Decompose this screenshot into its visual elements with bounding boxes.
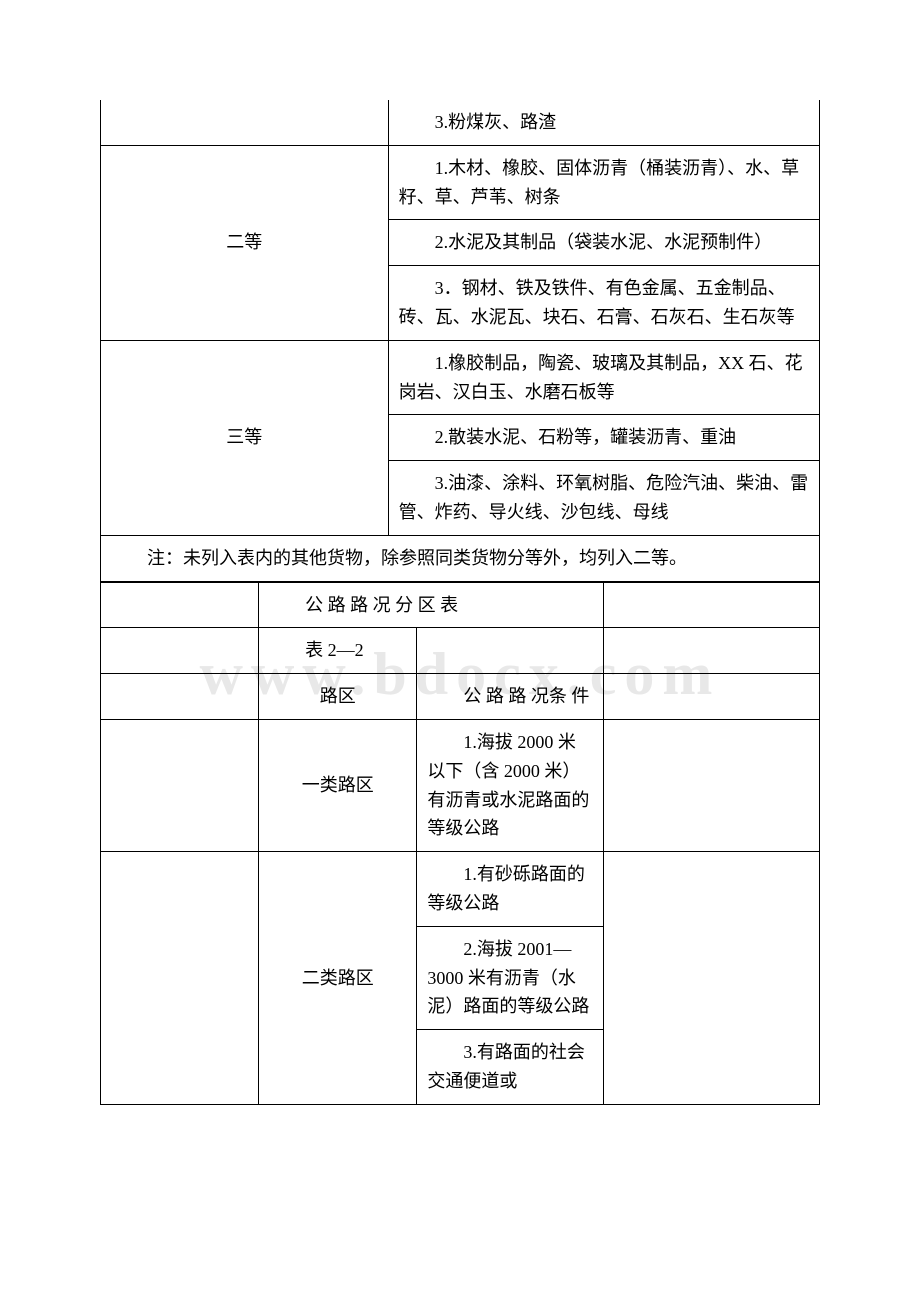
item-text: 3.粉煤灰、路渣 bbox=[399, 108, 809, 137]
item-cell: 3.油漆、涂料、环氧树脂、危险汽油、柴油、雷管、炸药、导火线、沙包线、母线 bbox=[388, 461, 819, 536]
condition-text: 1.海拔 2000 米以下（含 2000 米）有沥青或水泥路面的等级公路 bbox=[427, 728, 593, 843]
grade-cell: 二等 bbox=[101, 145, 389, 340]
empty-cell bbox=[417, 628, 604, 674]
item-text: 1.橡胶制品，陶瓷、玻璃及其制品，XX 石、花岗岩、汉白玉、水磨石板等 bbox=[399, 349, 809, 407]
item-cell: 3.粉煤灰、路渣 bbox=[388, 100, 819, 145]
table-subtitle: 表 2—2 bbox=[269, 636, 406, 665]
condition-cell: 3.有路面的社会交通便道或 bbox=[417, 1030, 604, 1105]
header-row: 路区 公 路 路 况条 件 bbox=[101, 674, 820, 720]
item-text: 1.木材、橡胶、固体沥青（桶装沥青）、水、草籽、草、芦苇、树条 bbox=[399, 154, 809, 212]
item-cell: 1.木材、橡胶、固体沥青（桶装沥青）、水、草籽、草、芦苇、树条 bbox=[388, 145, 819, 220]
empty-cell bbox=[604, 719, 820, 851]
zone-text: 二类路区 bbox=[302, 968, 374, 988]
grade-cell bbox=[101, 100, 389, 145]
header-text: 路区 bbox=[320, 686, 356, 706]
zone-text: 一类路区 bbox=[302, 775, 374, 795]
zone-cell: 一类路区 bbox=[259, 719, 417, 851]
item-text: 3.油漆、涂料、环氧树脂、危险汽油、柴油、雷管、炸药、导火线、沙包线、母线 bbox=[399, 469, 809, 527]
item-cell: 2.水泥及其制品（袋装水泥、水泥预制件） bbox=[388, 220, 819, 266]
item-cell: 3．钢材、铁及铁件、有色金属、五金制品、砖、瓦、水泥瓦、块石、石膏、石灰石、生石… bbox=[388, 266, 819, 341]
condition-text: 1.有砂砾路面的等级公路 bbox=[427, 860, 593, 918]
empty-cell bbox=[101, 719, 259, 851]
item-text: 3．钢材、铁及铁件、有色金属、五金制品、砖、瓦、水泥瓦、块石、石膏、石灰石、生石… bbox=[399, 274, 809, 332]
item-cell: 2.散装水泥、石粉等，罐装沥青、重油 bbox=[388, 415, 819, 461]
road-zone-table: 公 路 路 况 分 区 表 表 2—2 路区 公 路 路 况条 件 一类路区 1… bbox=[100, 582, 820, 1105]
note-text: 注：未列入表内的其他货物，除参照同类货物分等外，均列入二等。 bbox=[111, 544, 809, 573]
condition-text: 3.有路面的社会交通便道或 bbox=[427, 1038, 593, 1096]
grade-cell: 三等 bbox=[101, 340, 389, 535]
table-row: 一类路区 1.海拔 2000 米以下（含 2000 米）有沥青或水泥路面的等级公… bbox=[101, 719, 820, 851]
empty-cell bbox=[101, 674, 259, 720]
empty-cell bbox=[604, 674, 820, 720]
note-cell: 注：未列入表内的其他货物，除参照同类货物分等外，均列入二等。 bbox=[101, 535, 820, 581]
subtitle-cell: 表 2—2 bbox=[259, 628, 417, 674]
item-text: 2.水泥及其制品（袋装水泥、水泥预制件） bbox=[399, 228, 809, 257]
grade-text: 三等 bbox=[226, 427, 262, 447]
header-cell: 公 路 路 况条 件 bbox=[417, 674, 604, 720]
header-text: 公 路 路 况条 件 bbox=[427, 682, 593, 711]
grade-text: 二等 bbox=[226, 232, 262, 252]
title-row: 公 路 路 况 分 区 表 bbox=[101, 582, 820, 628]
goods-classification-table: 3.粉煤灰、路渣 二等 1.木材、橡胶、固体沥青（桶装沥青）、水、草籽、草、芦苇… bbox=[100, 100, 820, 582]
condition-text: 2.海拔 2001—3000 米有沥青（水泥）路面的等级公路 bbox=[427, 935, 593, 1021]
condition-cell: 1.有砂砾路面的等级公路 bbox=[417, 852, 604, 927]
header-cell: 路区 bbox=[259, 674, 417, 720]
empty-cell bbox=[101, 582, 259, 628]
table-row: 二等 1.木材、橡胶、固体沥青（桶装沥青）、水、草籽、草、芦苇、树条 bbox=[101, 145, 820, 220]
title-cell: 公 路 路 况 分 区 表 bbox=[259, 582, 604, 628]
table-row: 二类路区 1.有砂砾路面的等级公路 bbox=[101, 852, 820, 927]
table-row: 3.粉煤灰、路渣 bbox=[101, 100, 820, 145]
note-row: 注：未列入表内的其他货物，除参照同类货物分等外，均列入二等。 bbox=[101, 535, 820, 581]
condition-cell: 2.海拔 2001—3000 米有沥青（水泥）路面的等级公路 bbox=[417, 926, 604, 1029]
table-row: 三等 1.橡胶制品，陶瓷、玻璃及其制品，XX 石、花岗岩、汉白玉、水磨石板等 bbox=[101, 340, 820, 415]
zone-cell: 二类路区 bbox=[259, 852, 417, 1105]
table-title: 公 路 路 况 分 区 表 bbox=[269, 591, 593, 620]
empty-cell bbox=[604, 582, 820, 628]
empty-cell bbox=[604, 628, 820, 674]
item-text: 2.散装水泥、石粉等，罐装沥青、重油 bbox=[399, 423, 809, 452]
subtitle-row: 表 2—2 bbox=[101, 628, 820, 674]
condition-cell: 1.海拔 2000 米以下（含 2000 米）有沥青或水泥路面的等级公路 bbox=[417, 719, 604, 851]
empty-cell bbox=[604, 852, 820, 1105]
empty-cell bbox=[101, 852, 259, 1105]
empty-cell bbox=[101, 628, 259, 674]
item-cell: 1.橡胶制品，陶瓷、玻璃及其制品，XX 石、花岗岩、汉白玉、水磨石板等 bbox=[388, 340, 819, 415]
